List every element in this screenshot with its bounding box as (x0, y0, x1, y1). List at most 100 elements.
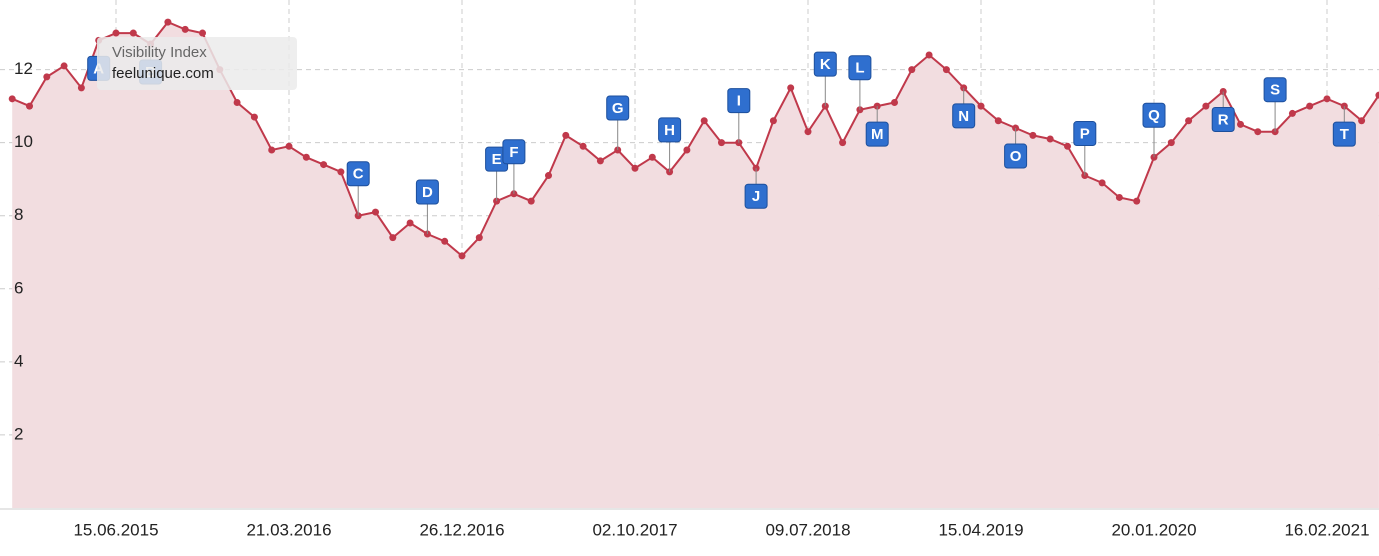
point (1237, 120, 1244, 128)
point (527, 197, 535, 205)
flag-label: F (509, 144, 518, 161)
x-tick-label: 26.12.2016 (419, 520, 504, 539)
x-tick-label: 20.01.2020 (1111, 520, 1196, 539)
point (285, 142, 293, 150)
flag-label: I (737, 93, 741, 110)
point (769, 117, 777, 125)
flag-label: K (820, 56, 831, 73)
point (648, 153, 656, 161)
flag-label: C (353, 166, 364, 183)
flag-label: J (752, 188, 760, 205)
point (43, 73, 51, 81)
flag[interactable] (813, 51, 837, 77)
x-tick-label: 15.06.2015 (73, 520, 158, 539)
point (1323, 95, 1331, 103)
y-tick-label: 8 (14, 205, 23, 224)
flag[interactable] (1073, 121, 1097, 147)
point (26, 102, 33, 110)
point (1064, 142, 1071, 150)
tooltip: Visibility Index feelunique.com (97, 37, 297, 90)
point (1358, 117, 1366, 125)
flag[interactable] (1263, 77, 1287, 103)
flag[interactable] (1211, 107, 1235, 133)
point (129, 29, 137, 37)
point (787, 84, 795, 92)
flag-label: R (1218, 111, 1229, 128)
y-tick-label: 6 (14, 278, 23, 297)
flag-label: M (871, 126, 884, 143)
point (77, 84, 85, 92)
x-tick-label: 21.03.2016 (246, 520, 331, 539)
point (545, 172, 552, 180)
point (233, 98, 241, 106)
point (700, 117, 708, 125)
point (908, 66, 916, 74)
flag[interactable] (502, 139, 526, 165)
point (112, 29, 120, 37)
flag[interactable] (1142, 102, 1166, 128)
x-tick-label: 02.10.2017 (592, 520, 677, 539)
point (302, 153, 310, 161)
flag[interactable] (744, 183, 768, 209)
point (1115, 193, 1123, 201)
point (320, 161, 328, 169)
point (441, 237, 449, 245)
point (891, 98, 898, 106)
point (804, 128, 812, 136)
point (475, 234, 483, 242)
point (1029, 131, 1037, 139)
flag[interactable] (865, 121, 889, 147)
x-tick-label: 15.04.2019 (938, 520, 1023, 539)
flag[interactable] (848, 55, 872, 81)
flag-label: Q (1148, 107, 1160, 124)
point (164, 18, 172, 26)
flag[interactable] (1332, 121, 1356, 147)
flag-label: O (1010, 148, 1022, 165)
flag[interactable] (1004, 143, 1028, 169)
flag-label: L (855, 60, 864, 77)
point (1288, 109, 1296, 117)
line (11, 20, 1379, 258)
y-tick-label: 4 (14, 351, 23, 370)
flag[interactable] (346, 161, 370, 187)
point (337, 168, 345, 176)
tooltip-series: feelunique.com (112, 65, 214, 82)
point (718, 139, 725, 147)
y-tick-label: 12 (14, 59, 33, 78)
flag-label: E (492, 151, 502, 168)
point (268, 146, 276, 154)
x-tick-label: 16.02.2021 (1284, 520, 1369, 539)
point (60, 62, 68, 70)
flag-label: H (664, 122, 675, 139)
point (199, 29, 206, 37)
point (839, 139, 847, 147)
point (579, 142, 587, 150)
point (1098, 179, 1106, 187)
flag-label: N (958, 108, 969, 125)
point (1167, 139, 1175, 147)
point (181, 25, 189, 33)
flag-label: S (1270, 82, 1280, 99)
point (1133, 197, 1141, 205)
point (389, 234, 397, 242)
point (8, 95, 16, 103)
point (1185, 117, 1193, 125)
x-tick-label: 09.07.2018 (765, 520, 850, 539)
flag[interactable] (415, 179, 439, 205)
flag[interactable] (658, 117, 682, 143)
flag-label: D (422, 184, 433, 201)
area (12, 22, 1379, 508)
flag-label: P (1080, 126, 1090, 143)
point (942, 66, 950, 74)
tooltip-box (97, 37, 297, 90)
point (458, 252, 466, 260)
flag[interactable] (952, 103, 976, 129)
tooltip-title: Visibility Index (112, 44, 207, 61)
flag[interactable] (606, 95, 630, 121)
point (1306, 102, 1314, 110)
y-tick-label: 2 (14, 424, 23, 443)
point (994, 117, 1002, 125)
point (250, 113, 258, 121)
flag[interactable] (727, 88, 751, 114)
